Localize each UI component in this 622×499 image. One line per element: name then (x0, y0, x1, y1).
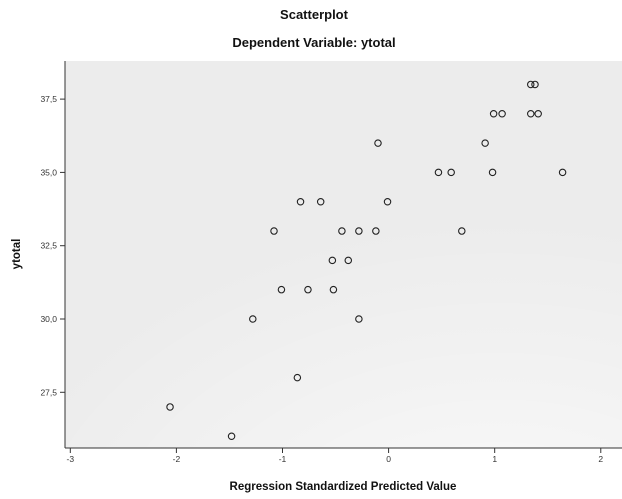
x-tick-label: -2 (173, 454, 181, 464)
x-tick-label: -3 (67, 454, 75, 464)
plot-area (64, 61, 622, 449)
data-point (328, 256, 337, 265)
data-point (383, 197, 392, 206)
data-point (531, 80, 539, 89)
data-point (249, 315, 257, 323)
x-tick-label: -1 (279, 454, 287, 464)
data-point (527, 80, 535, 89)
y-tick-label: 27,5 (40, 387, 57, 397)
data-point (558, 168, 567, 177)
data-point (344, 256, 353, 265)
data-points (166, 80, 567, 441)
data-point (316, 197, 325, 206)
x-tick-label: 1 (492, 454, 497, 464)
data-point (447, 168, 455, 177)
data-point (355, 315, 363, 323)
x-axis-label: Regression Standardized Predicted Value (230, 481, 457, 493)
data-point (372, 227, 380, 235)
data-point (304, 285, 312, 294)
data-point (296, 197, 305, 206)
x-tick-label: 2 (598, 454, 603, 464)
data-point (481, 139, 489, 147)
y-axis-label: ytotal (11, 239, 23, 270)
y-tick-label: 30,0 (40, 314, 57, 324)
data-point (488, 168, 497, 177)
data-point (270, 227, 278, 235)
data-point (527, 110, 535, 118)
x-axis-ticks: -3 -2 -1 0 1 2 (67, 448, 603, 464)
y-tick-label: 32,5 (40, 241, 57, 251)
data-point (293, 373, 302, 382)
data-point (329, 285, 338, 294)
y-tick-label: 35,0 (40, 167, 57, 177)
data-point (374, 139, 382, 147)
data-point (489, 110, 498, 118)
y-axis-ticks: 27,5 30,0 32,5 35,0 37,5 (40, 94, 65, 397)
x-tick-label: 0 (386, 454, 391, 464)
chart-title: Scatterplot (280, 7, 349, 22)
chart-subtitle: Dependent Variable: ytotal (232, 35, 395, 50)
data-point (434, 168, 443, 177)
background-swoosh (65, 61, 622, 448)
data-point (227, 432, 236, 441)
data-point (166, 403, 174, 411)
data-point (338, 227, 346, 235)
data-point (498, 110, 506, 118)
data-point (355, 227, 363, 235)
y-tick-label: 37,5 (40, 94, 57, 104)
data-point (458, 227, 466, 235)
data-point (534, 110, 542, 118)
data-point (277, 285, 286, 294)
